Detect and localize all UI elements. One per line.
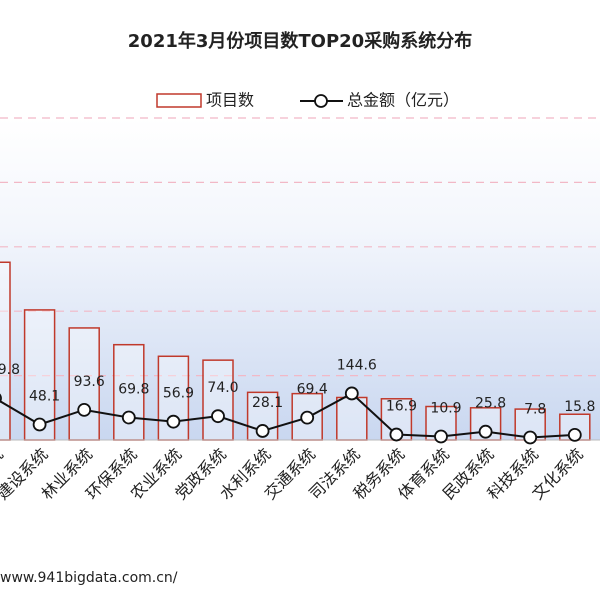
- data-label: 129.8: [0, 362, 20, 378]
- marker: [523, 430, 538, 445]
- marker: [255, 424, 270, 438]
- marker: [300, 410, 315, 425]
- plot-background: [0, 118, 600, 440]
- marker: [567, 428, 582, 442]
- data-label: 56.9: [163, 386, 194, 402]
- data-label: 28.1: [252, 395, 283, 411]
- data-label: 74.0: [207, 380, 238, 396]
- marker: [166, 414, 181, 429]
- data-label: 144.6: [337, 357, 377, 373]
- marker: [389, 427, 404, 442]
- data-label: 69.4: [297, 382, 328, 398]
- marker: [478, 424, 493, 439]
- data-label: 7.8: [524, 401, 546, 417]
- legend-marker: [314, 94, 328, 108]
- legend-swatch: [156, 93, 202, 108]
- data-label: 69.8: [118, 382, 149, 398]
- marker: [0, 393, 2, 403]
- source: www.941bigdata.com.cn/: [0, 570, 178, 586]
- marker: [121, 410, 136, 425]
- data-label: 25.8: [475, 396, 506, 412]
- data-label: 48.1: [29, 389, 60, 405]
- marker: [77, 402, 92, 417]
- marker: [32, 417, 47, 432]
- chart-title: 2021年3月份项目数TOP20采购系统分布: [128, 30, 472, 52]
- bar: [68, 327, 100, 441]
- data-label: 16.9: [386, 399, 417, 415]
- line: [0, 392, 575, 439]
- legend-label: 项目数: [206, 91, 254, 110]
- data-label: 93.6: [74, 374, 105, 390]
- data-label: 15.8: [564, 399, 595, 415]
- bar: [202, 359, 234, 441]
- marker: [434, 429, 448, 444]
- bar: [0, 261, 11, 441]
- marker: [211, 409, 225, 424]
- legend-label: 总金额（亿元）: [347, 91, 459, 110]
- marker: [344, 386, 359, 401]
- data-label: 10.9: [430, 400, 461, 416]
